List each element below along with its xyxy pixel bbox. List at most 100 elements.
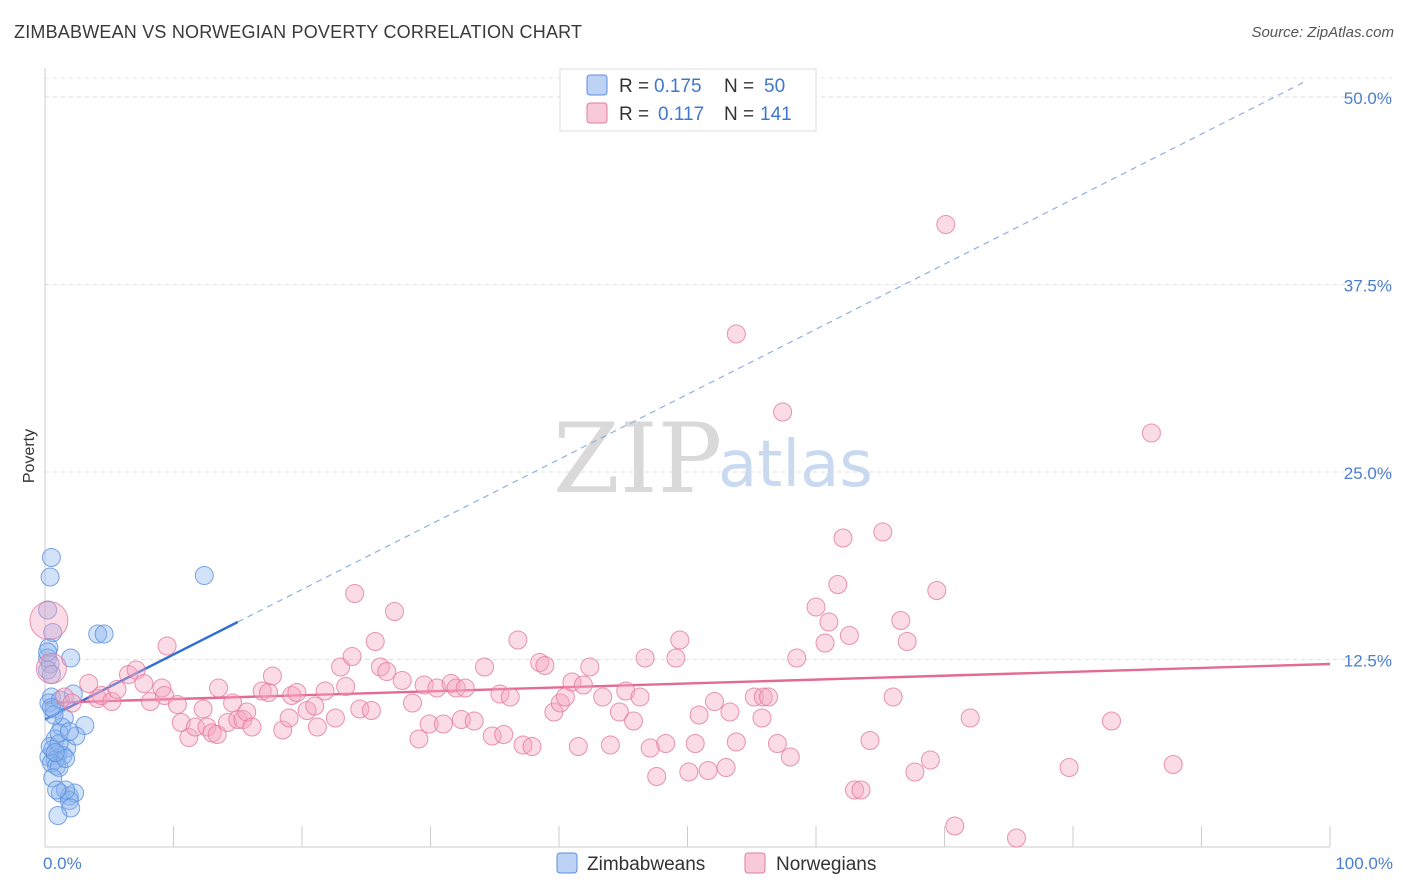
point-zimbabweans-37 [88,624,108,644]
point-norwegians-17 [171,713,191,732]
point-norwegians-8 [107,680,127,699]
point-zimbabweans-38 [94,624,114,644]
point-norwegians-13 [152,678,172,698]
point-norwegians-30 [242,717,262,737]
point-norwegians-119 [860,731,880,750]
chart-title: ZIMBABWEAN VS NORWEGIAN POVERTY CORRELAT… [14,22,583,42]
point-norwegians-70 [508,630,528,650]
point-norwegians-11 [134,674,154,693]
point-norwegians-105 [753,687,773,707]
point-norwegians-12 [140,692,160,711]
point-norwegians-81 [580,657,600,677]
series-zimbabweans [38,548,214,825]
point-norwegians-3 [62,693,82,713]
point-norwegians-129 [960,708,980,728]
point-norwegians-84 [609,702,629,722]
trend-zimbabweans [44,620,239,721]
point-norwegians-93 [670,630,690,650]
legend-top: R = 0.175 N = 50 R = 0.117 N = 141 [559,68,817,132]
point-norwegians-53 [392,671,412,690]
point-norwegians-97 [698,761,718,780]
point-norwegians-107 [767,734,787,753]
point-norwegians-1 [35,653,67,684]
point-norwegians-5 [88,689,108,708]
point-zimbabweans-0 [41,548,61,567]
point-norwegians-69 [500,687,520,707]
point-norwegians-52 [385,602,404,621]
source-label: Source: ZipAtlas.com [1251,24,1394,41]
point-zimbabweans-48 [45,743,65,762]
point-zimbabweans-3 [43,623,63,642]
point-norwegians-109 [780,747,800,767]
point-norwegians-15 [157,636,177,656]
point-zimbabweans-40 [47,780,67,800]
legend-n-value-norwegians: 141 [760,104,792,125]
point-norwegians-21 [197,717,217,737]
legend-swatch-zimbabweans [586,74,608,96]
point-norwegians-76 [550,693,570,713]
point-norwegians-95 [685,734,705,753]
point-norwegians-100 [726,732,746,752]
point-norwegians-94 [679,762,699,782]
point-norwegians-115 [833,528,853,548]
point-norwegians-24 [209,678,228,698]
point-norwegians-88 [635,648,655,668]
point-norwegians-33 [262,666,282,686]
y-tick-labels: 12.5% 25.0% 37.5% 50.0% [1344,89,1392,671]
point-norwegians-104 [752,708,772,728]
point-zimbabweans-42 [44,705,64,725]
y-tick-label-3: 50.0% [1344,89,1392,108]
point-zimbabweans-43 [56,749,76,768]
point-norwegians-68 [494,725,514,744]
point-zimbabweans-35 [48,806,68,825]
point-norwegians-49 [365,632,385,651]
series-norwegians [29,215,1183,848]
point-norwegians-123 [897,632,917,651]
data-points [29,215,1183,848]
point-norwegians-125 [920,750,940,770]
point-zimbabweans-39 [194,566,214,585]
legend-r-label-zimbabweans: R = [619,76,649,97]
point-norwegians-124 [905,762,925,782]
point-norwegians-78 [562,672,582,692]
point-norwegians-39 [305,696,325,716]
point-norwegians-117 [845,780,864,800]
point-zimbabweans-49 [59,722,79,741]
trend-norwegians [44,662,1331,705]
legend-n-value-zimbabweans: 50 [764,76,785,97]
point-norwegians-90 [647,767,667,786]
legend-bottom-label-zimbabweans: Zimbabweans [587,854,705,875]
point-norwegians-80 [573,675,593,695]
point-norwegians-121 [883,687,903,707]
point-norwegians-120 [873,522,893,542]
point-norwegians-85 [616,681,636,701]
point-norwegians-29 [237,702,257,722]
point-norwegians-99 [720,702,740,722]
point-norwegians-102 [726,324,746,344]
x-tick-label-1: 100.0% [1335,854,1393,873]
legend-n-label-norwegians: N = [724,104,754,125]
point-norwegians-31 [252,681,272,701]
point-norwegians-131 [1059,758,1079,777]
point-norwegians-110 [787,648,807,668]
point-norwegians-57 [419,714,439,734]
point-norwegians-116 [839,626,859,645]
legend-n-label-zimbabweans: N = [724,76,754,97]
point-norwegians-127 [936,215,956,234]
legend-bottom-swatch-norwegians [744,852,766,874]
point-zimbabweans-47 [49,723,69,743]
legend-bottom: Zimbabweans Norwegians [556,852,876,875]
point-norwegians-19 [185,717,205,737]
x-tick-label-0: 0.0% [43,854,82,873]
point-norwegians-96 [689,705,709,725]
point-norwegians-63 [455,678,475,698]
point-norwegians-72 [522,737,542,756]
y-tick-label-1: 25.0% [1344,464,1392,483]
point-norwegians-83 [600,735,620,755]
point-norwegians-56 [414,675,434,695]
point-norwegians-101 [716,758,736,777]
point-norwegians-4 [79,674,99,693]
point-norwegians-14 [155,686,174,705]
point-norwegians-79 [568,737,588,756]
point-zimbabweans-1 [40,567,60,587]
